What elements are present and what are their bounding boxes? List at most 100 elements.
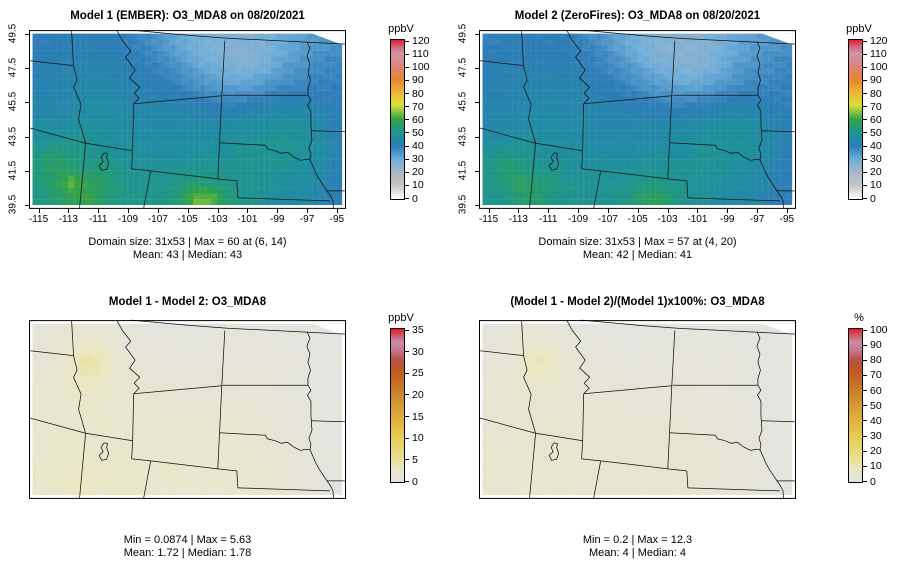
y-tick-mark — [475, 205, 479, 206]
colorbar-tick-label: 20 — [870, 446, 882, 456]
colorbar-tick-label: 10 — [412, 433, 424, 443]
colorbar-tick-mark — [405, 41, 409, 42]
colorbar-tick-label: 10 — [870, 180, 882, 190]
x-tick-mark — [247, 209, 248, 213]
colorbar-tick-label: 100 — [412, 62, 430, 72]
x-tick-mark — [39, 209, 40, 213]
colorbar-tick-label: 40 — [870, 416, 882, 426]
colorbar-tick-mark — [405, 172, 409, 173]
colorbar-tick-label: 120 — [870, 36, 888, 46]
x-tick-mark — [757, 209, 758, 213]
y-tick-mark — [25, 171, 29, 172]
x-tick-mark — [608, 209, 609, 213]
colorbar-tick-mark — [863, 146, 867, 147]
colorbar-tick-label: 20 — [412, 167, 424, 177]
colorbar-tick-mark — [863, 132, 867, 133]
colorbar-tick-label: 60 — [870, 386, 882, 396]
colorbar-tick-mark — [863, 360, 867, 361]
colorbar-tick-label: 30 — [870, 431, 882, 441]
stats-line: Mean: 4 | Median: 4 — [470, 547, 805, 560]
colorbar-gradient — [390, 39, 405, 200]
colorbar-tick-label: 30 — [412, 347, 424, 357]
stats-caption: Domain size: 31x53 | Max = 60 at (6, 14)… — [20, 236, 355, 261]
x-tick-mark — [337, 209, 338, 213]
colorbar-tick-mark — [405, 198, 409, 199]
y-tick-mark — [25, 34, 29, 35]
colorbar-tick-mark — [405, 351, 409, 352]
x-tick-mark — [518, 209, 519, 213]
colorbar-tick-label: 80 — [412, 89, 424, 99]
colorbar-tick-mark — [863, 93, 867, 94]
colorbar-gradient — [848, 39, 863, 200]
stats-line: Min = 0.2 | Max = 12.3 — [470, 534, 805, 547]
colorbar-tick-label: 0 — [870, 477, 876, 487]
x-tick-mark — [668, 209, 669, 213]
y-tick-mark — [25, 102, 29, 103]
colorbar-tick-label: 120 — [412, 36, 430, 46]
x-tick-mark — [787, 209, 788, 213]
colorbar-tick-mark — [405, 106, 409, 107]
colorbar-tick-mark — [863, 481, 867, 482]
colorbar-tick-mark — [863, 405, 867, 406]
y-tick-mark — [25, 137, 29, 138]
y-tick-label: 39.5 — [458, 185, 469, 225]
x-tick-mark — [68, 209, 69, 213]
panel-title: Model 1 - Model 2: O3_MDA8 — [29, 296, 346, 308]
colorbar-tick-label: 0 — [412, 194, 418, 204]
colorbar-tick-label: 100 — [870, 62, 888, 72]
y-tick-mark — [475, 137, 479, 138]
stats-line: Mean: 42 | Median: 41 — [470, 249, 805, 262]
colorbar-tick-mark — [405, 159, 409, 160]
colorbar-unit-label: ppbV — [379, 312, 423, 324]
panel-title: Model 1 (EMBER): O3_MDA8 on 08/20/2021 — [29, 10, 346, 22]
colorbar-gradient — [848, 328, 863, 483]
colorbar-tick-mark — [405, 146, 409, 147]
x-tick-mark — [727, 209, 728, 213]
colorbar-tick-mark — [405, 67, 409, 68]
colorbar-unit-label: ppbV — [379, 23, 423, 35]
colorbar-tick-mark — [863, 420, 867, 421]
map-model2 — [479, 30, 796, 209]
x-tick-mark — [128, 209, 129, 213]
colorbar-tick-mark — [863, 41, 867, 42]
colorbar-tick-mark — [405, 185, 409, 186]
colorbar-tick-label: 10 — [412, 180, 424, 190]
colorbar-tick-mark — [405, 438, 409, 439]
colorbar-tick-label: 20 — [870, 167, 882, 177]
colorbar-tick-mark — [863, 106, 867, 107]
x-tick-mark — [697, 209, 698, 213]
colorbar-tick-label: 60 — [870, 115, 882, 125]
stats-line: Mean: 43 | Median: 43 — [20, 249, 355, 262]
colorbar-tick-mark — [863, 330, 867, 331]
colorbar-tick-mark — [863, 172, 867, 173]
colorbar-tick-label: 60 — [412, 115, 424, 125]
colorbar-tick-mark — [405, 459, 409, 460]
colorbar-tick-label: 90 — [412, 75, 424, 85]
colorbar-tick-label: 0 — [412, 477, 418, 487]
y-tick-mark — [25, 205, 29, 206]
y-tick-mark — [475, 102, 479, 103]
colorbar-tick-mark — [863, 466, 867, 467]
colorbar-tick-mark — [863, 159, 867, 160]
colorbar-tick-mark — [405, 119, 409, 120]
x-tick-label: -95 — [769, 214, 805, 225]
colorbar-unit-label: ppbV — [837, 23, 881, 35]
colorbar-tick-mark — [405, 394, 409, 395]
colorbar-tick-mark — [863, 436, 867, 437]
colorbar-tick-mark — [863, 375, 867, 376]
colorbar-tick-mark — [405, 132, 409, 133]
colorbar-tick-label: 30 — [412, 154, 424, 164]
colorbar-tick-label: 70 — [412, 102, 424, 112]
colorbar-tick-label: 80 — [870, 355, 882, 365]
colorbar-tick-mark — [863, 67, 867, 68]
panel-title: (Model 1 - Model 2)/(Model 1)x100%: O3_M… — [479, 296, 796, 308]
colorbar-tick-label: 50 — [870, 401, 882, 411]
stats-line: Domain size: 31x53 | Max = 57 at (4, 20) — [470, 236, 805, 249]
colorbar-tick-label: 50 — [412, 128, 424, 138]
colorbar-tick-label: 90 — [870, 75, 882, 85]
stats-caption: Min = 0.2 | Max = 12.3 Mean: 4 | Median:… — [470, 534, 805, 559]
colorbar-tick-label: 80 — [870, 89, 882, 99]
colorbar-tick-label: 20 — [412, 390, 424, 400]
colorbar-tick-mark — [863, 198, 867, 199]
